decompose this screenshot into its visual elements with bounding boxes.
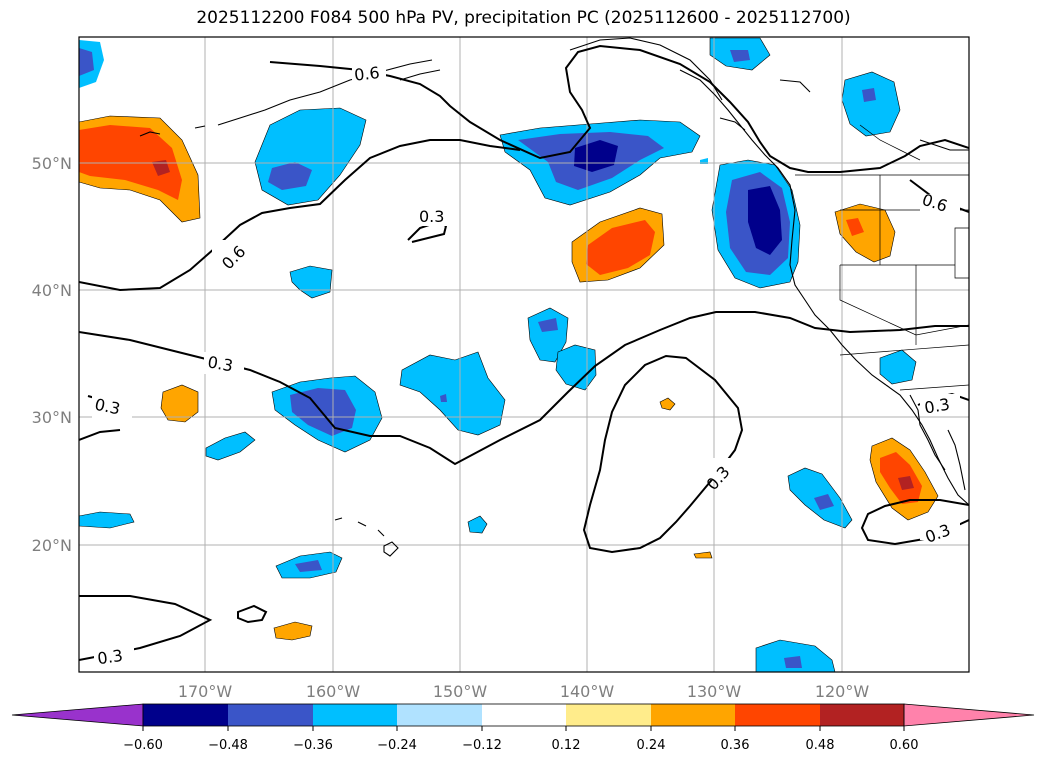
lon-label: 130°W [687, 682, 742, 701]
colorbar-label: −0.48 [208, 738, 248, 753]
colorbar-label: 0.60 [890, 738, 919, 753]
precip-blob-pos [898, 476, 914, 490]
precip-blob-neg [440, 394, 447, 402]
precip-blob-neg [79, 48, 94, 76]
precip-blob-neg [555, 344, 597, 391]
colorbar-label: 0.12 [552, 738, 581, 753]
precip-blob-neg [574, 140, 618, 172]
precip-blob-neg [205, 431, 256, 461]
contour-label: 0.3 [96, 646, 124, 668]
precip-blob-neg [814, 494, 834, 510]
colorbar-label: 0.36 [721, 738, 750, 753]
precip-blob-pos [659, 397, 676, 411]
lon-label: 150°W [433, 682, 488, 701]
lon-label: 170°W [178, 682, 233, 701]
precip-blob-neg [290, 388, 356, 436]
pv-contour [582, 354, 744, 554]
colorbar-label: −0.24 [377, 738, 417, 753]
precip-blob-neg [538, 318, 558, 332]
colorbar-ticks [142, 726, 905, 731]
precip-blob-neg [268, 162, 312, 190]
colorbar-segment [313, 704, 397, 726]
colorbar-label: 0.24 [637, 738, 666, 753]
colorbar-segment [651, 704, 735, 726]
lat-label: 40°N [32, 281, 72, 300]
colorbar-label: −0.12 [462, 738, 502, 753]
pv-contour [237, 604, 268, 624]
contour-label: 0.3 [206, 352, 234, 375]
colorbar-labels: −0.60 −0.48 −0.36 −0.24 −0.12 0.12 0.24 … [123, 738, 918, 753]
colorbar-label: −0.36 [293, 738, 333, 753]
precip-blob-neg [784, 656, 802, 668]
latitude-labels: 50°N 40°N 30°N 20°N [32, 154, 72, 555]
colorbar-segment [820, 704, 904, 726]
pv-contour [269, 44, 969, 173]
lat-label: 20°N [32, 536, 72, 555]
colorbar-segment [735, 704, 820, 726]
colorbar-segment [228, 704, 313, 726]
colorbar-segment [482, 704, 566, 726]
colorbar-segment [143, 704, 228, 726]
precip-blob-neg [748, 186, 782, 255]
precip-blob-neg [399, 351, 506, 436]
precip-blob-pos [693, 551, 713, 559]
colorbar: −0.60 −0.48 −0.36 −0.24 −0.12 0.12 0.24 … [11, 703, 1035, 753]
lon-label: 120°W [815, 682, 870, 701]
precip-blob-pos [160, 384, 199, 423]
colorbar-segment [566, 704, 651, 726]
lat-label: 50°N [32, 154, 72, 173]
precip-blob-neg [841, 71, 901, 137]
precip-blob-pos [586, 220, 655, 275]
precip-blob-neg [295, 560, 322, 572]
pv-contour [79, 429, 121, 441]
longitude-labels: 170°W 160°W 150°W 140°W 130°W 120°W [178, 682, 870, 701]
colorbar-label: −0.60 [123, 738, 163, 753]
precip-blob-neg [79, 511, 135, 529]
precip-blob-pos [846, 218, 864, 236]
precip-blob-neg [755, 639, 836, 672]
lon-label: 160°W [306, 682, 361, 701]
colorbar-extend-low [11, 703, 144, 727]
precip-blob-pos [273, 621, 313, 641]
precip-blob-neg [467, 515, 488, 534]
colorbar-label: 0.48 [806, 738, 835, 753]
precip-blob-neg [862, 88, 876, 102]
contour-label: 0.6 [353, 63, 380, 85]
lat-label: 30°N [32, 408, 72, 427]
pv-contour [860, 499, 969, 546]
contour-label: 0.3 [93, 395, 122, 419]
contour-label: 0.3 [923, 394, 951, 417]
contour-label: 0.3 [419, 207, 444, 226]
pv-contour [79, 139, 521, 292]
precip-blob-neg [730, 50, 750, 62]
colorbar-segment [397, 704, 482, 726]
pv-contour [79, 311, 969, 466]
colorbar-extend-high [903, 703, 1035, 727]
precip-blob-pos [152, 160, 170, 176]
plot-frame [78, 36, 970, 673]
map-title: 2025112200 F084 500 hPa PV, precipitatio… [196, 8, 851, 28]
lon-label: 140°W [560, 682, 615, 701]
coastlines [139, 37, 969, 557]
gridlines [79, 37, 969, 672]
